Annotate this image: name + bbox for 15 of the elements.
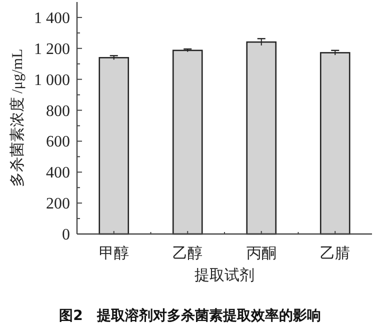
- y-tick-label: 1 400: [34, 10, 70, 27]
- y-tick-label: 800: [46, 102, 70, 120]
- y-tick-label: 1 000: [34, 72, 70, 89]
- y-tick-label: 400: [46, 164, 70, 182]
- x-tick-label: 丙酮: [246, 246, 276, 262]
- y-tick-label: 200: [46, 196, 70, 213]
- x-tick-label: 乙醇: [172, 245, 203, 262]
- y-tick-label: 0: [62, 226, 70, 244]
- x-axis-title: 提取试剂: [194, 267, 254, 284]
- y-tick-label: 1 200: [34, 40, 70, 58]
- y-axis-title: 多杀菌素浓度 /μg/mL: [9, 48, 26, 188]
- y-tick-label: 600: [46, 134, 70, 151]
- x-tick-label: 乙腈: [320, 245, 350, 262]
- text: 图2 提取溶剂对多杀菌素提取效率的影响: [59, 307, 321, 324]
- x-tick-label: 甲醇: [98, 245, 129, 262]
